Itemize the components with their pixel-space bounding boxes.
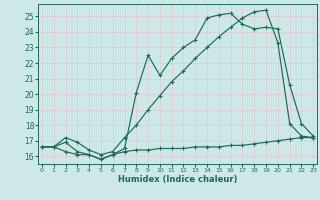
X-axis label: Humidex (Indice chaleur): Humidex (Indice chaleur) bbox=[118, 175, 237, 184]
